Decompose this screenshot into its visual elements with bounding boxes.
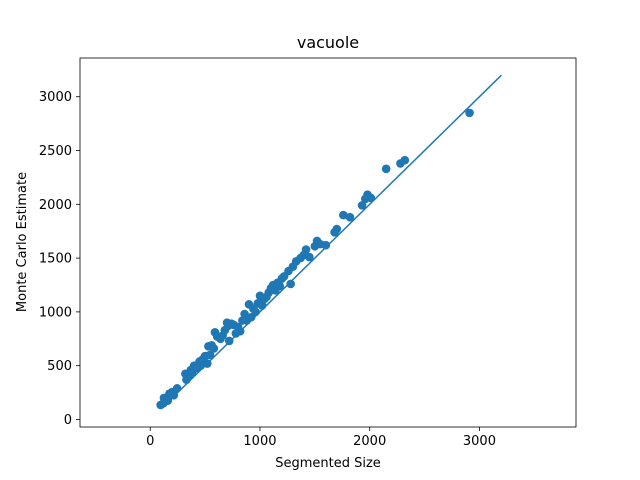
data-point [172, 383, 182, 393]
data-point [301, 245, 311, 254]
data-point [202, 359, 212, 368]
axes-frame [79, 57, 577, 428]
y-tick-label: 500 [47, 359, 72, 374]
data-point [235, 326, 245, 336]
data-point [321, 240, 331, 250]
reference-line [160, 74, 502, 410]
data-point [332, 224, 342, 234]
y-tick-label: 0 [64, 413, 72, 428]
axis-ticks: 0 1000 2000 3000 0 500 1000 1500 2000 2500 3000 [39, 90, 496, 449]
data-point [224, 336, 234, 346]
data-point [240, 309, 249, 319]
data-point [381, 164, 391, 174]
chart-title: vacuole [297, 33, 359, 52]
x-tick-label: 2000 [353, 434, 386, 449]
data-point [286, 279, 295, 289]
data-point [163, 396, 173, 405]
x-tick-label: 1000 [243, 434, 276, 449]
data-point [169, 390, 179, 400]
data-point [366, 193, 376, 203]
x-tick-label: 0 [146, 434, 154, 449]
data-point [400, 155, 410, 165]
data-point [305, 252, 314, 262]
y-tick-label: 1500 [39, 252, 72, 267]
y-axis-label: Monte Carlo Estimate [15, 172, 30, 312]
y-tick-label: 3000 [39, 90, 72, 105]
data-point [257, 301, 267, 310]
data-point [345, 212, 355, 222]
data-point [251, 307, 260, 317]
data-point [196, 361, 206, 370]
x-axis-label: Segmented Size [275, 456, 381, 471]
y-tick-label: 2500 [39, 144, 72, 159]
y-tick-label: 1000 [39, 305, 72, 320]
data-point [339, 210, 348, 220]
x-tick-label: 3000 [463, 434, 496, 449]
plot-area [156, 74, 502, 410]
y-tick-label: 2000 [39, 198, 72, 213]
data-point [205, 350, 215, 360]
data-point [275, 281, 285, 291]
data-point [209, 344, 219, 353]
data-point [357, 201, 367, 210]
data-point [465, 108, 474, 118]
